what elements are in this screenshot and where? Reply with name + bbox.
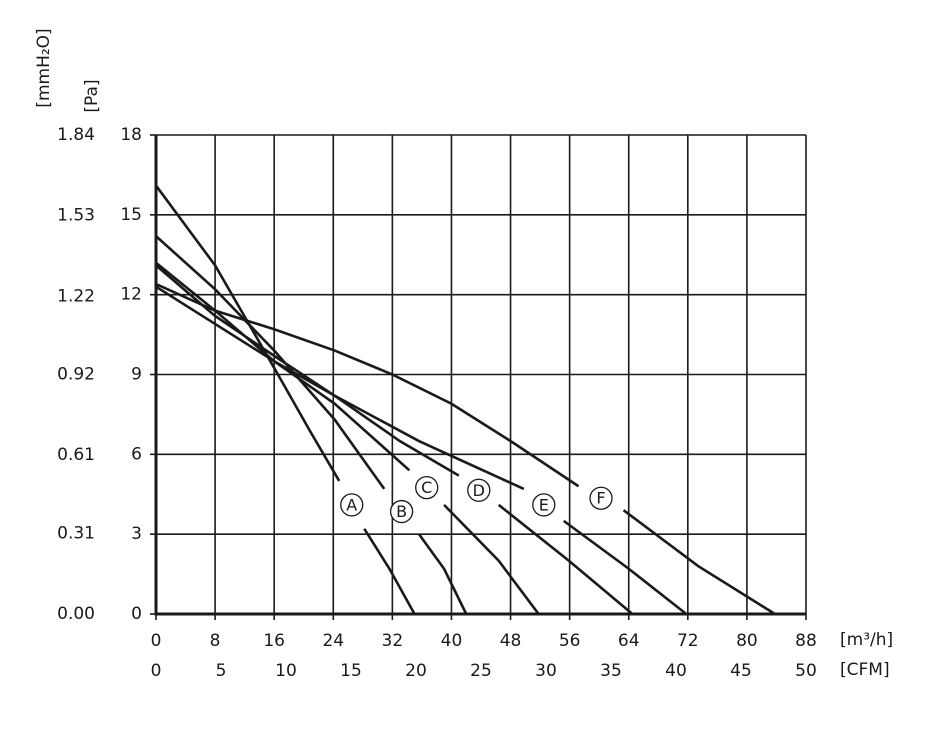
x-tick-label: 80: [736, 631, 758, 651]
y2-tick-label: 1.22: [57, 286, 95, 306]
curve: [155, 235, 468, 615]
x-tick-label: 32: [382, 631, 404, 651]
x2-tick-label: 15: [340, 661, 362, 681]
curve-label-circle: [389, 499, 414, 524]
y-tick-label: 6: [131, 444, 142, 464]
y2-tick-label: 0.31: [57, 523, 95, 543]
x-tick-label: 16: [263, 631, 285, 651]
curve: [154, 184, 416, 615]
curve: [155, 285, 688, 616]
x2-tick-label: 35: [600, 661, 622, 681]
y-tick-label: 12: [120, 285, 142, 305]
x-tick-label: 40: [441, 631, 463, 651]
curve-label-circle: [340, 493, 364, 517]
curve-label-circle: [532, 493, 556, 517]
curve-label: C: [421, 478, 432, 497]
x2-tick-label: 5: [216, 661, 227, 681]
x-tick-label: 72: [677, 631, 699, 651]
x2-tick-label: 0: [151, 661, 162, 681]
y2-axis-title: [mmH₂O]: [34, 28, 54, 107]
y-tick-label: 15: [120, 205, 142, 225]
x-tick-label: 88: [795, 631, 817, 651]
x-tick-label: 48: [500, 631, 522, 651]
curve-label: B: [396, 502, 407, 521]
x-tick-label: 56: [559, 631, 581, 651]
x2-tick-label: 25: [470, 661, 492, 681]
curve-label: A: [346, 495, 357, 514]
x2-tick-label: 50: [795, 661, 817, 681]
x-tick-label: 8: [210, 631, 221, 651]
curve-label-circle: [467, 478, 491, 502]
curve: [155, 264, 634, 615]
y-tick-label: 9: [131, 365, 142, 385]
y2-tick-label: 0.00: [57, 604, 95, 624]
x2-tick-label: 20: [405, 661, 427, 681]
y2-tick-label: 1.53: [57, 206, 95, 226]
y2-tick-label: 1.84: [57, 125, 95, 145]
x2-tick-label: 45: [730, 661, 752, 681]
y-tick-label: 3: [131, 524, 142, 544]
x-tick-label: 64: [618, 631, 640, 651]
y-tick-label: 18: [120, 125, 142, 145]
y-tick-label: 0: [131, 604, 142, 624]
curve: [155, 282, 776, 616]
curve-label-circle: [589, 486, 613, 510]
y-axis-title: [Pa]: [82, 79, 102, 112]
curve-label: E: [539, 495, 549, 514]
y2-tick-label: 0.92: [57, 365, 95, 385]
x2-axis-title: [CFM]: [840, 660, 890, 680]
x-axis-title: [m³/h]: [840, 630, 893, 650]
x2-tick-label: 10: [275, 661, 297, 681]
x2-tick-label: 40: [665, 661, 687, 681]
x-tick-label: 24: [322, 631, 344, 651]
x-tick-label: 0: [151, 631, 162, 651]
x2-tick-label: 30: [535, 661, 557, 681]
curve-label: D: [473, 481, 485, 500]
curve-label-circle: [415, 475, 439, 500]
y2-tick-label: 0.61: [57, 445, 95, 465]
curve-label: F: [596, 489, 605, 508]
